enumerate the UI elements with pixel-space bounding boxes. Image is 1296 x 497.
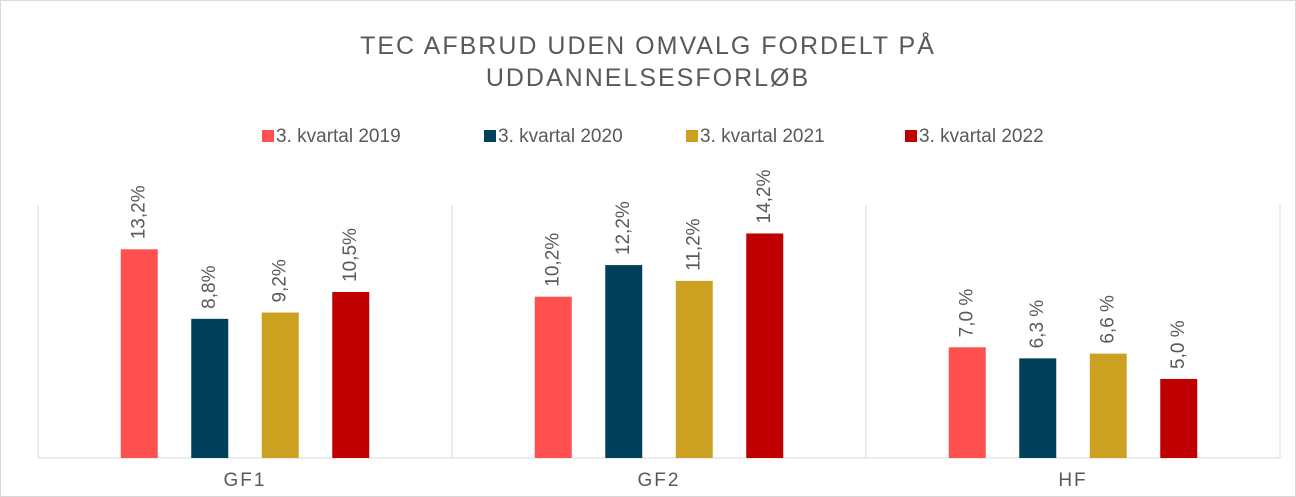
data-label: 10,2% — [542, 233, 563, 287]
bar — [332, 291, 370, 458]
legend-swatch — [484, 130, 496, 142]
x-tick-label: GF2 — [638, 470, 681, 491]
legend-swatch — [905, 130, 917, 142]
x-tick-label: GF1 — [224, 470, 267, 491]
data-label: 7,0 % — [956, 289, 977, 338]
legend-swatch — [686, 130, 698, 142]
bar — [1160, 378, 1198, 458]
bar — [191, 318, 229, 458]
data-label: 9,2% — [269, 259, 290, 302]
legend-label: 3. kvartal 2019 — [276, 126, 401, 147]
bar — [948, 347, 986, 458]
bar — [1019, 358, 1057, 458]
bar — [120, 249, 158, 458]
data-label: 6,3 % — [1027, 300, 1048, 349]
data-label: 14,2% — [754, 169, 775, 223]
data-label: 5,0 % — [1168, 320, 1189, 369]
data-label: 11,2% — [683, 218, 704, 271]
legend-label: 3. kvartal 2021 — [700, 126, 825, 147]
legend-label: 3. kvartal 2020 — [498, 126, 623, 147]
bar — [534, 296, 572, 458]
bar — [605, 265, 643, 458]
bar — [675, 280, 713, 458]
chart-title: TEC AFBRUD UDEN OMVALG FORDELT PÅ UDDANN… — [360, 32, 936, 92]
data-label: 10,5% — [340, 228, 361, 282]
legend-swatch — [262, 130, 274, 142]
data-label: 8,8% — [199, 265, 220, 308]
x-tick-label: HF — [1058, 470, 1087, 491]
legend-label: 3. kvartal 2022 — [919, 126, 1044, 147]
bar — [746, 233, 784, 458]
bar — [261, 312, 299, 458]
data-label: 6,6 % — [1097, 295, 1118, 344]
bar — [1089, 353, 1127, 458]
data-label: 12,2% — [613, 201, 634, 255]
data-label: 13,2% — [128, 185, 149, 239]
